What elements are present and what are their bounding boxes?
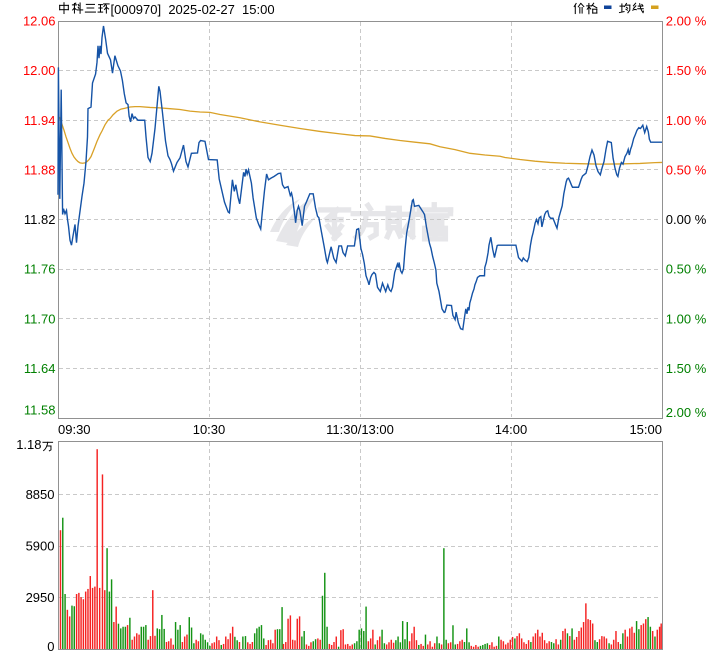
svg-text:14:00: 14:00 (495, 422, 528, 437)
svg-text:0.50 %: 0.50 % (666, 163, 707, 178)
svg-text:09:30: 09:30 (58, 422, 91, 437)
svg-text:11.70: 11.70 (24, 311, 56, 326)
svg-text:5900: 5900 (26, 539, 55, 554)
svg-text:11.88: 11.88 (24, 163, 56, 178)
svg-text:1.00 %: 1.00 % (666, 113, 707, 128)
svg-text:12.00: 12.00 (23, 63, 56, 78)
svg-text:11.82: 11.82 (24, 212, 56, 227)
svg-text:11.58: 11.58 (24, 403, 56, 418)
svg-text:2950: 2950 (26, 590, 55, 605)
svg-text:12.06: 12.06 (23, 14, 56, 29)
svg-text:0: 0 (47, 639, 54, 654)
svg-text:8850: 8850 (26, 487, 55, 502)
svg-text:1.18: 1.18 (16, 437, 41, 452)
svg-text:11.64: 11.64 (24, 361, 56, 376)
svg-text:0.00 %: 0.00 % (666, 212, 707, 227)
svg-text:2.00 %: 2.00 % (666, 405, 707, 420)
svg-text:11.76: 11.76 (24, 262, 56, 277)
svg-text:1.50 %: 1.50 % (666, 63, 707, 78)
svg-text:1.00 %: 1.00 % (666, 311, 707, 326)
svg-text:10:30: 10:30 (193, 422, 226, 437)
svg-text:2.00 %: 2.00 % (666, 14, 707, 29)
svg-text:15:00: 15:00 (629, 422, 662, 437)
svg-text:11.94: 11.94 (24, 113, 56, 128)
svg-text:[000970] 2025-02-27 15:00: [000970] 2025-02-27 15:00 (111, 2, 275, 17)
svg-text:0.50 %: 0.50 % (666, 262, 707, 277)
svg-text:11:30/13:00: 11:30/13:00 (326, 422, 394, 437)
svg-text:1.50 %: 1.50 % (666, 361, 707, 376)
